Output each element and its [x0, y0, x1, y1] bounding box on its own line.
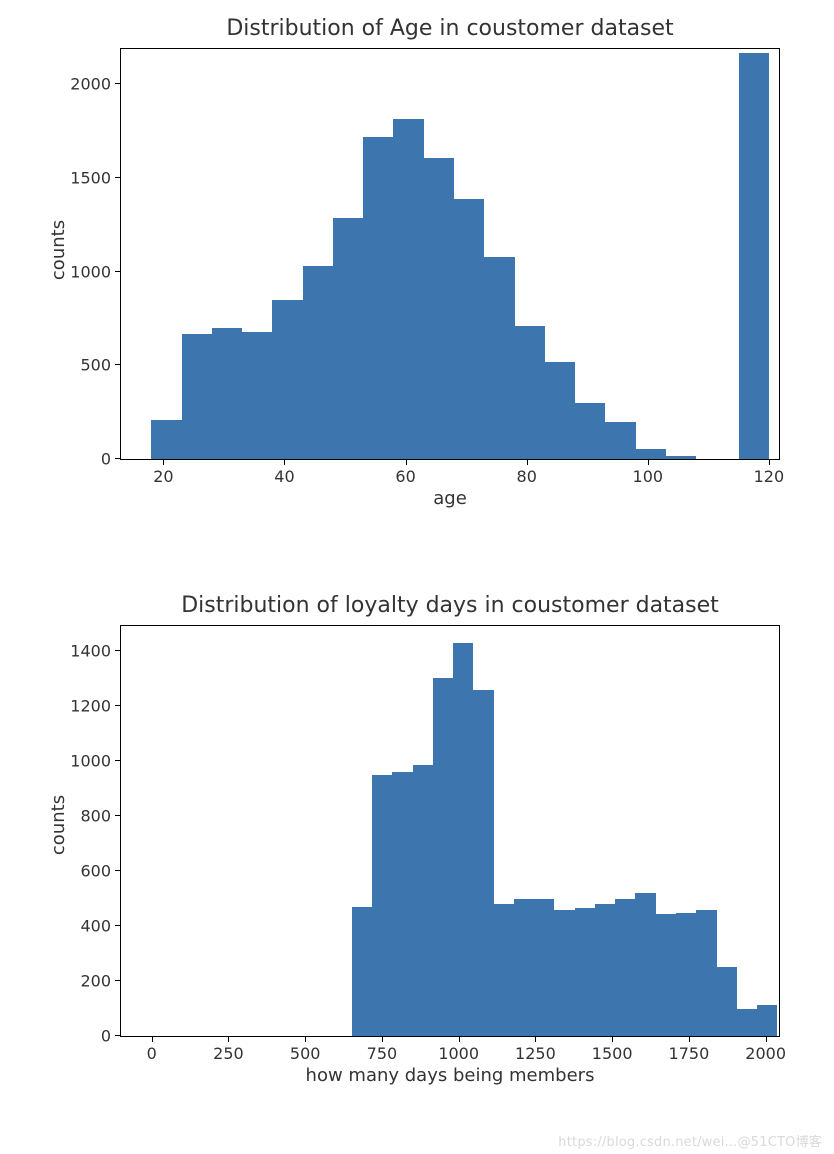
x-tick-label: 0: [147, 1044, 157, 1063]
histogram-bar: [333, 218, 363, 459]
histogram-bar: [636, 449, 666, 459]
y-tick-label: 1500: [70, 169, 111, 188]
histogram-bar: [352, 907, 372, 1036]
histogram-bar: [392, 772, 412, 1036]
chart1-plot-area: 204060801001200500100015002000: [120, 48, 780, 460]
histogram-bar: [372, 775, 392, 1036]
chart1-title: Distribution of Age in coustomer dataset: [120, 16, 780, 41]
histogram-bar: [575, 403, 605, 459]
y-tick-label: 1200: [70, 697, 111, 716]
y-tick-label: 0: [101, 1027, 111, 1046]
y-tick-label: 1000: [70, 262, 111, 281]
x-tick-label: 500: [290, 1044, 321, 1063]
x-tick-label: 60: [395, 467, 415, 486]
y-tick-label: 800: [80, 807, 111, 826]
histogram-bar: [393, 119, 423, 459]
histogram-bar: [433, 678, 453, 1036]
chart1-xlabel: age: [120, 488, 780, 509]
histogram-bar: [494, 904, 514, 1036]
histogram-bar: [545, 362, 575, 459]
histogram-bar: [242, 332, 272, 459]
y-tick-label: 2000: [70, 75, 111, 94]
histogram-bar: [737, 1009, 757, 1036]
histogram-bar: [424, 158, 454, 459]
chart2-ylabel: counts: [48, 785, 69, 865]
histogram-bar: [272, 300, 302, 459]
y-tick-label: 500: [80, 356, 111, 375]
x-tick-label: 1750: [669, 1044, 710, 1063]
histogram-bar: [575, 908, 595, 1036]
histogram-bar: [717, 967, 737, 1036]
histogram-bar: [635, 893, 655, 1036]
histogram-bar: [757, 1005, 777, 1036]
x-tick-label: 250: [213, 1044, 244, 1063]
histogram-bar: [484, 257, 514, 459]
x-tick-label: 100: [633, 467, 664, 486]
histogram-bar: [363, 137, 393, 459]
histogram-bar: [413, 765, 433, 1036]
histogram-bar: [666, 456, 696, 459]
histogram-bar: [656, 914, 676, 1036]
histogram-bar: [212, 328, 242, 459]
x-tick-label: 1500: [592, 1044, 633, 1063]
histogram-bar: [739, 53, 769, 459]
histogram-bar: [303, 266, 333, 459]
histogram-bar: [534, 899, 554, 1036]
x-tick-label: 40: [274, 467, 294, 486]
histogram-bar: [605, 422, 635, 459]
histogram-bar: [676, 913, 696, 1036]
x-tick-label: 750: [367, 1044, 398, 1063]
histogram-bar: [182, 334, 212, 459]
y-tick-label: 400: [80, 917, 111, 936]
chart2-plot-area: 0250500750100012501500175020000200400600…: [120, 625, 780, 1037]
histogram-bar: [151, 420, 181, 459]
y-tick-label: 1000: [70, 752, 111, 771]
histogram-bar: [696, 910, 716, 1036]
histogram-bar: [615, 899, 635, 1036]
x-tick-label: 20: [153, 467, 173, 486]
histogram-bar: [514, 899, 534, 1036]
y-tick-label: 200: [80, 972, 111, 991]
y-tick-label: 0: [101, 450, 111, 469]
histogram-bar: [473, 690, 493, 1036]
histogram-bar: [515, 326, 545, 459]
x-tick-label: 120: [754, 467, 785, 486]
histogram-bar: [595, 904, 615, 1036]
histogram-bar: [554, 910, 574, 1036]
x-tick-label: 1250: [515, 1044, 556, 1063]
chart1-ylabel: counts: [48, 210, 69, 290]
x-tick-label: 2000: [745, 1044, 786, 1063]
x-tick-label: 80: [517, 467, 537, 486]
chart2-xlabel: how many days being members: [120, 1065, 780, 1086]
histogram-bar: [453, 643, 473, 1036]
histogram-bar: [454, 199, 484, 459]
y-tick-label: 600: [80, 862, 111, 881]
chart2-title: Distribution of loyalty days in coustome…: [120, 593, 780, 618]
watermark-text: https://blog.csdn.net/wei...@51CTO博客: [558, 1131, 822, 1150]
x-tick-label: 1000: [438, 1044, 479, 1063]
y-tick-label: 1400: [70, 642, 111, 661]
figure: Distribution of Age in coustomer dataset…: [0, 0, 834, 1154]
